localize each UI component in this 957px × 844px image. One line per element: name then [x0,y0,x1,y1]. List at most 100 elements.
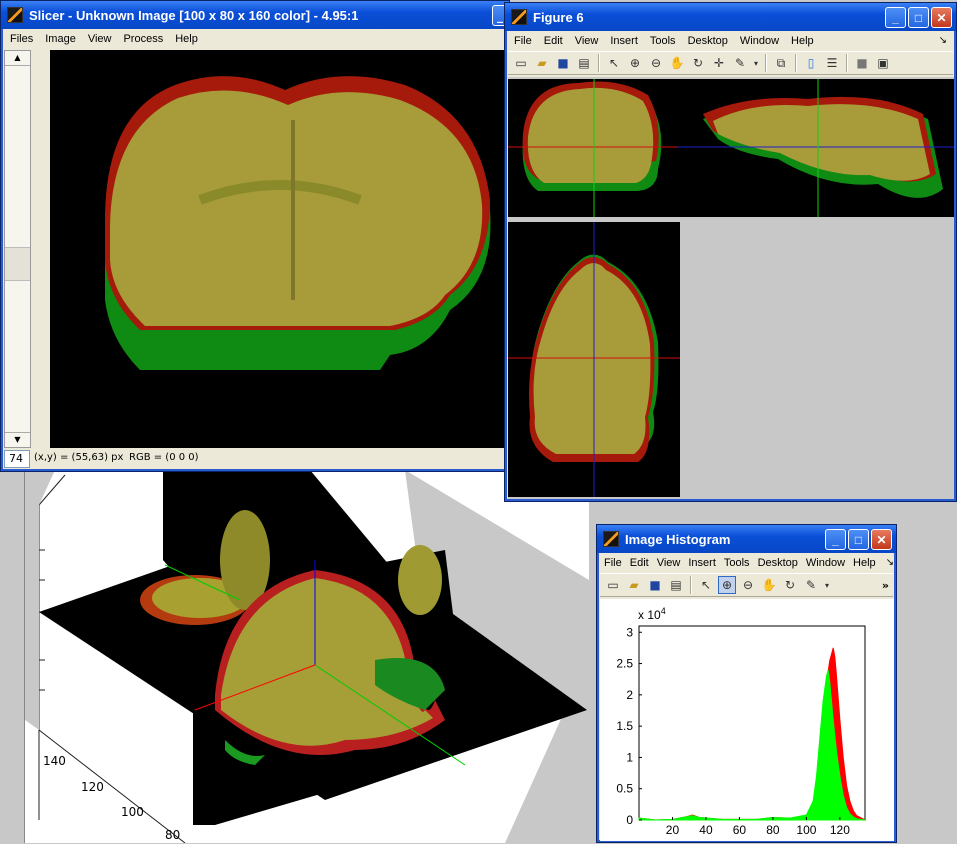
scroll-thumb[interactable] [5,247,30,281]
select-arrow-icon[interactable]: ↖ [608,56,620,70]
menu-view[interactable]: View [87,32,112,45]
dock-arrow-icon[interactable]: ↘ [885,557,895,568]
histogram-chart[interactable]: 20 40 60 80 100 120 0 0.5 1 1.5 2 2.5 3 x 104 [600,599,894,841]
new-figure-icon[interactable]: ▭ [515,56,527,70]
orthoview-axial[interactable] [508,222,680,497]
brain-coronal-green [375,658,445,710]
x-tick-label: 120 [830,823,850,837]
menu-help[interactable]: Help [853,556,876,569]
brain-tissue [110,90,483,326]
axis-tick-label: 140 [43,754,66,768]
maximize-button[interactable]: □ [908,7,929,28]
print-icon[interactable]: ▤ [578,56,590,70]
figure6-titlebar[interactable]: Figure 6 _ □ ✕ [505,3,956,31]
dropdown-arrow-icon[interactable]: ▾ [753,58,758,68]
figure6-window[interactable]: Figure 6 _ □ ✕ File Edit View Insert Too… [504,2,957,502]
menu-insert[interactable]: Insert [610,34,638,47]
slice-number-field[interactable]: 74 [4,450,30,468]
brush-icon[interactable]: ✎ [734,56,746,70]
toolbar-overflow-icon[interactable]: » [881,578,889,592]
orthoview-top[interactable] [508,79,954,217]
brush-icon[interactable]: ✎ [805,578,817,592]
x-tick-label: 80 [766,823,780,837]
menu-file[interactable]: File [604,556,622,569]
rotate-3d-icon[interactable]: ↻ [692,56,704,70]
new-figure-icon[interactable]: ▭ [607,578,619,592]
x-tick-label: 60 [733,823,747,837]
histogram-window[interactable]: Image Histogram _ □ ✕ File Edit View Ins… [596,524,897,843]
print-icon[interactable]: ▤ [670,578,682,592]
toolbar-separator [846,54,848,72]
pan-hand-icon[interactable]: ✋ [761,578,777,592]
rotate-3d-icon[interactable]: ↻ [784,578,796,592]
orthoview-axial-svg [508,222,680,497]
y-tick-label: 3 [626,625,633,639]
save-icon[interactable]: ■ [649,578,661,592]
pan-hand-icon[interactable]: ✋ [669,56,685,70]
sagittal-tissue [713,104,930,181]
slicer-window[interactable]: Slicer - Unknown Image [100 x 80 x 160 c… [0,0,510,472]
menu-window[interactable]: Window [739,34,780,47]
axis-green [314,664,466,766]
scroll-up-button[interactable]: ▲ [5,51,30,66]
zoom-out-icon[interactable]: ⊖ [742,578,754,592]
menu-edit[interactable]: Edit [543,34,563,47]
data-cursor-icon[interactable]: ✛ [713,56,725,70]
menu-insert[interactable]: Insert [688,556,716,569]
open-file-icon[interactable]: ▰ [629,578,639,592]
menu-help[interactable]: Help [791,34,814,47]
menu-image[interactable]: Image [45,32,76,45]
slicer-image-canvas[interactable] [50,50,505,448]
axis-tick-label: 100 [121,805,144,819]
dock-arrow-icon[interactable]: ↘ [938,35,947,46]
menu-desktop[interactable]: Desktop [687,34,728,47]
legend-icon[interactable]: ☰ [826,56,838,70]
minimize-button[interactable]: _ [825,529,846,550]
show-plot-tools-icon[interactable]: ▣ [877,56,889,70]
maximize-button[interactable]: □ [848,529,869,550]
menu-edit[interactable]: Edit [629,556,649,569]
select-arrow-icon[interactable]: ↖ [700,578,712,592]
menu-desktop[interactable]: Desktop [757,556,798,569]
y-tick-label: 2.5 [616,657,633,671]
figure6-toolbar: ▭ ▰ ■ ▤ ↖ ⊕ ⊖ ✋ ↻ ✛ ✎ ▾ ⧉ ▯ ☰ ■ ▣ [508,51,953,75]
x-tick-label: 40 [699,823,713,837]
menu-files[interactable]: Files [10,32,34,45]
slice-scrollbar[interactable]: ▲ ▼ [4,50,31,448]
close-button[interactable]: ✕ [931,7,952,28]
box-edge-top [38,474,66,506]
menu-tools[interactable]: Tools [649,34,676,47]
zoom-out-icon[interactable]: ⊖ [650,56,662,70]
slicer-titlebar[interactable]: Slicer - Unknown Image [100 x 80 x 160 c… [1,1,509,29]
toolbar-separator [765,54,767,72]
menu-window[interactable]: Window [805,556,846,569]
y-tick-label: 1 [626,750,633,764]
dropdown-arrow-icon[interactable]: ▾ [824,580,829,590]
menu-help[interactable]: Help [175,32,198,45]
histogram-titlebar[interactable]: Image Histogram _ □ ✕ [597,525,896,553]
menu-tools[interactable]: Tools [723,556,750,569]
zoom-in-icon[interactable]: ⊕ [629,56,641,70]
scroll-down-button[interactable]: ▼ [5,432,30,447]
window-title: Image Histogram [625,531,731,547]
window-title: Slicer - Unknown Image [100 x 80 x 160 c… [29,7,359,23]
close-button[interactable]: ✕ [871,529,892,550]
window-title: Figure 6 [533,9,584,25]
minimize-button[interactable]: _ [885,7,906,28]
x-tick-label: 20 [666,823,680,837]
colorbar-icon[interactable]: ▯ [807,56,815,70]
y-tick-label: 2 [626,688,633,702]
menu-view[interactable]: View [656,556,681,569]
menu-view[interactable]: View [574,34,599,47]
save-icon[interactable]: ■ [557,56,569,70]
zoom-in-icon[interactable]: ⊕ [718,576,736,594]
menu-file[interactable]: File [514,34,532,47]
slicer-menubar: Files Image View Process Help [4,29,506,48]
link-plot-icon[interactable]: ⧉ [776,55,786,70]
matlab-icon [603,531,619,547]
volume-3d-view[interactable]: 140 120 100 80 [24,470,589,843]
menu-process[interactable]: Process [123,32,164,45]
open-file-icon[interactable]: ▰ [537,56,547,70]
y-tick-label: 0 [626,813,633,827]
hide-plot-tools-icon[interactable]: ■ [856,56,868,70]
